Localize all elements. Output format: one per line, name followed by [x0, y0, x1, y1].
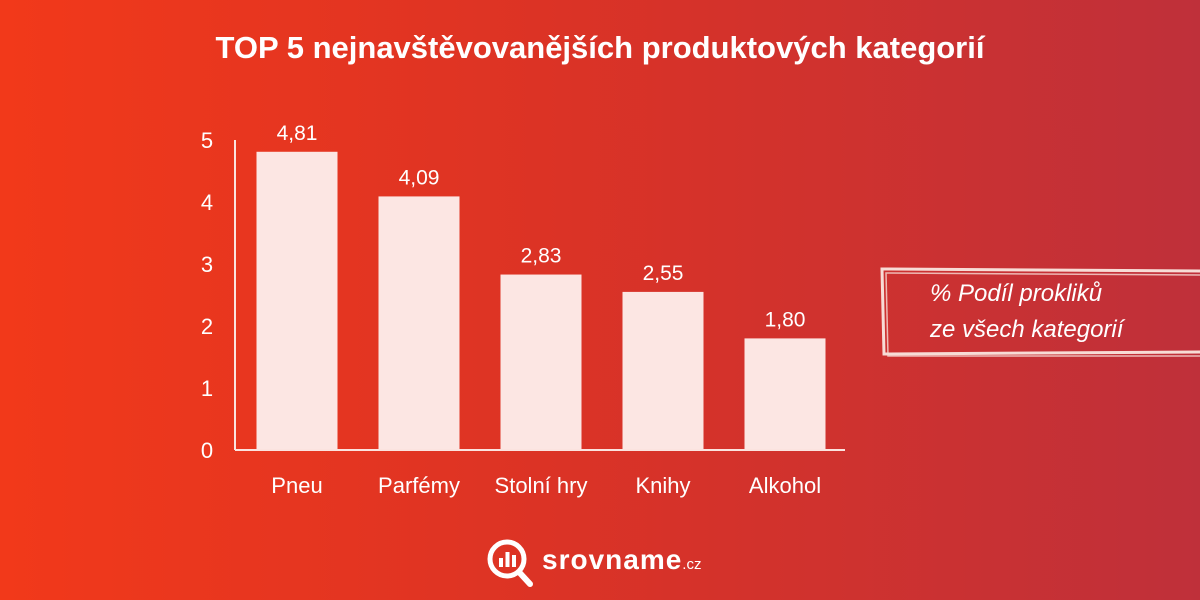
brand-logo: srovname.cz — [486, 538, 726, 588]
x-tick-label: Alkohol — [749, 473, 821, 498]
chart-title: TOP 5 nejnavštěvovanějších produktových … — [215, 30, 985, 65]
data-label: 4,09 — [399, 166, 440, 189]
brand-tld: .cz — [682, 556, 702, 573]
x-tick-label: Parfémy — [378, 473, 460, 498]
legend-line-1: % Podíl prokliků — [930, 280, 1103, 307]
y-tick-label: 0 — [201, 438, 213, 463]
bar — [378, 196, 460, 449]
legend-line-2: ze všech kategorií — [930, 316, 1124, 343]
y-tick-label: 2 — [201, 314, 213, 339]
x-tick-label: Stolní hry — [495, 473, 588, 498]
y-tick-label: 3 — [201, 252, 213, 277]
y-tick-label: 4 — [201, 190, 213, 215]
magnifier-bar-chart-icon — [487, 539, 533, 587]
bar — [256, 151, 338, 449]
data-label: 1,80 — [765, 308, 806, 331]
legend-frame — [880, 267, 1200, 357]
data-label: 4,81 — [277, 122, 318, 145]
x-tick-label: Pneu — [271, 473, 322, 498]
bar — [744, 338, 826, 449]
brand-name: srovname.cz — [542, 544, 702, 575]
y-tick-label: 1 — [201, 376, 213, 401]
y-tick-label: 5 — [201, 128, 213, 153]
data-label: 2,83 — [521, 245, 562, 268]
bar — [500, 274, 582, 449]
x-tick-label: Knihy — [635, 473, 690, 498]
legend: % Podíl prokliků ze všech kategorií — [930, 276, 1200, 348]
data-label: 2,55 — [643, 262, 684, 285]
bar — [622, 291, 704, 449]
